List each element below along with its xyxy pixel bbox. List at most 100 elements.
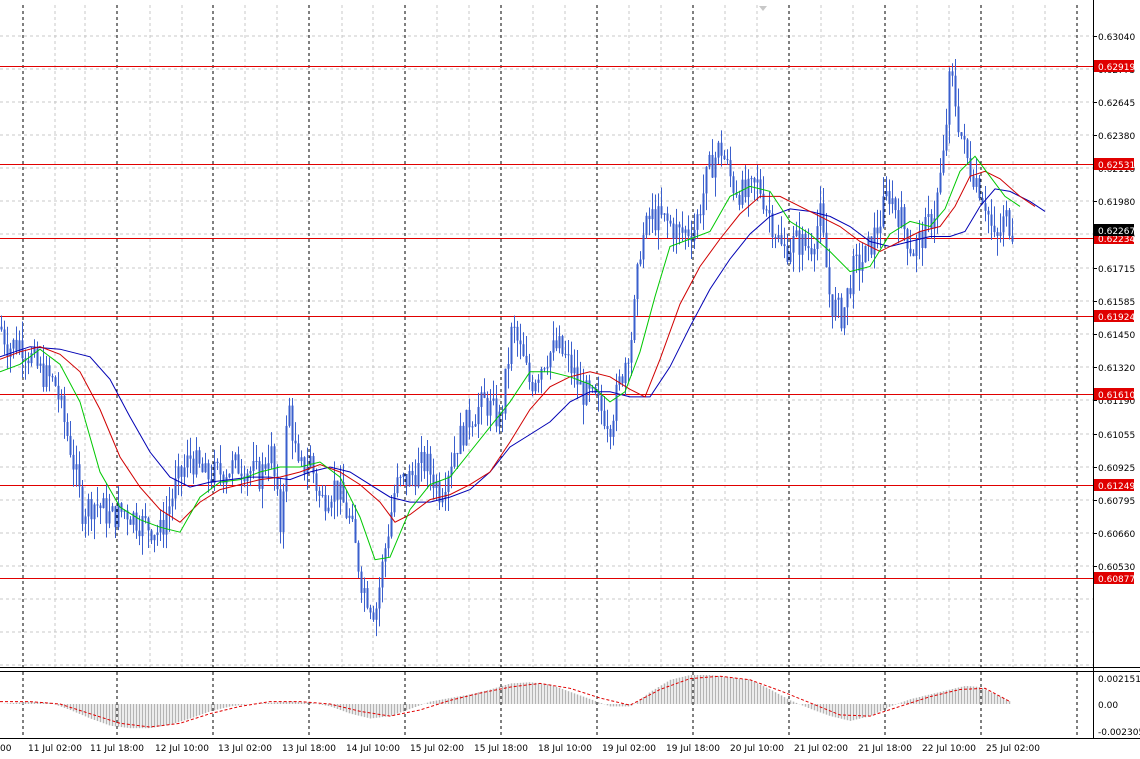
time-tick-label: 11 Jul 18:00 [90,744,144,754]
price-tick-label: 0.60925 [1098,464,1135,474]
price-tick-label: 0.60795 [1098,497,1135,507]
candle-body [870,236,873,255]
time-tick-label: 19 Jul 18:00 [666,744,720,754]
candle-body [798,230,801,255]
candle-body [981,198,984,204]
price-tick-label: 0.62380 [1098,132,1135,142]
candle-body [1005,210,1008,217]
candle-body [684,229,687,233]
candle-body [663,213,666,215]
candle-body [168,506,171,515]
moving-averages [0,155,1046,561]
level-price-label: 0.61610 [1098,391,1135,401]
candle-body [738,195,741,205]
candle-body [477,406,480,425]
candle-body [630,340,633,363]
candle-body [702,193,705,216]
candle-body [648,215,651,220]
candle-body [570,354,573,374]
candle-body [369,607,372,613]
candle-body [285,425,288,492]
level-price-label: 0.61249 [1098,482,1135,492]
candle-body [510,326,513,365]
candle-body [531,381,534,392]
candle-body [93,504,96,520]
candle-body [111,506,114,512]
time-tick-label: 18 Jul 10:00 [538,744,592,754]
candle-body [330,501,333,508]
candle-body [975,178,978,187]
candle-body [867,236,870,247]
level-price-tag [1094,479,1134,491]
time-tick-label: 13 Jul 18:00 [282,744,336,754]
candle-body [15,339,18,352]
candle-body [777,235,780,239]
candle-body [195,450,198,475]
candle-body [783,244,786,247]
candle-body [618,376,621,385]
candle-body [105,498,108,524]
candle-body [864,246,867,263]
price-tick-label: 0.61585 [1098,298,1135,308]
price-tick-label: 0.60660 [1098,530,1135,540]
candle-body [165,514,168,535]
candle-body [312,456,315,474]
level-price-labels: 0.62919 0.62531 0.62234 0.61924 0.61610 0.612… [1094,60,1135,585]
candle-body [984,203,987,211]
time-tick-label: 15 Jul 18:00 [474,744,528,754]
candle-body [0,326,3,330]
current-price-tag [1094,224,1134,236]
candle-body [150,530,153,541]
price-tick-label: 0.61980 [1098,198,1135,208]
candle-body [891,198,894,205]
candle-body [825,232,828,268]
candle-body [756,179,759,183]
candle-body [420,452,423,463]
price-tick-label: 0.61450 [1098,331,1135,341]
candle-body [966,139,969,159]
candle-body [561,336,564,354]
candle-body [513,326,516,328]
candle-body [81,486,84,524]
candle-body [258,461,261,489]
candle-body [828,267,831,295]
candle-body [897,210,900,227]
candle-body [885,191,888,197]
candle-body [771,213,774,238]
candle-body [954,75,957,107]
candle-body [177,466,180,479]
candle-body [393,493,396,513]
candle-body [282,491,285,533]
candle-body [768,210,771,214]
candle-body [624,362,627,384]
candle-body [345,502,348,518]
candle-body [162,519,165,535]
candle-body [279,489,282,533]
candle-body [915,239,918,257]
candle-body [990,214,993,226]
candle-body [399,476,402,478]
candle-body [711,154,714,178]
candle-body [237,454,240,474]
candle-body [309,456,312,468]
candle-body [804,234,807,247]
candle-body [69,435,72,455]
level-price-tag [1094,572,1134,584]
candle-body [252,461,255,472]
candle-body [333,480,336,502]
candle-body [534,382,537,392]
candle-body [486,397,489,416]
candle-body [615,384,618,421]
candle-body [315,473,318,491]
candle-body [666,213,669,221]
candle-body [543,368,546,370]
candle-body [180,466,183,477]
candle-body [963,135,966,140]
candle-body [141,515,144,537]
candle-body [405,473,408,487]
candle-body [354,519,357,543]
candle-body [84,516,87,524]
candle-body [927,214,930,217]
candle-body [831,294,834,317]
